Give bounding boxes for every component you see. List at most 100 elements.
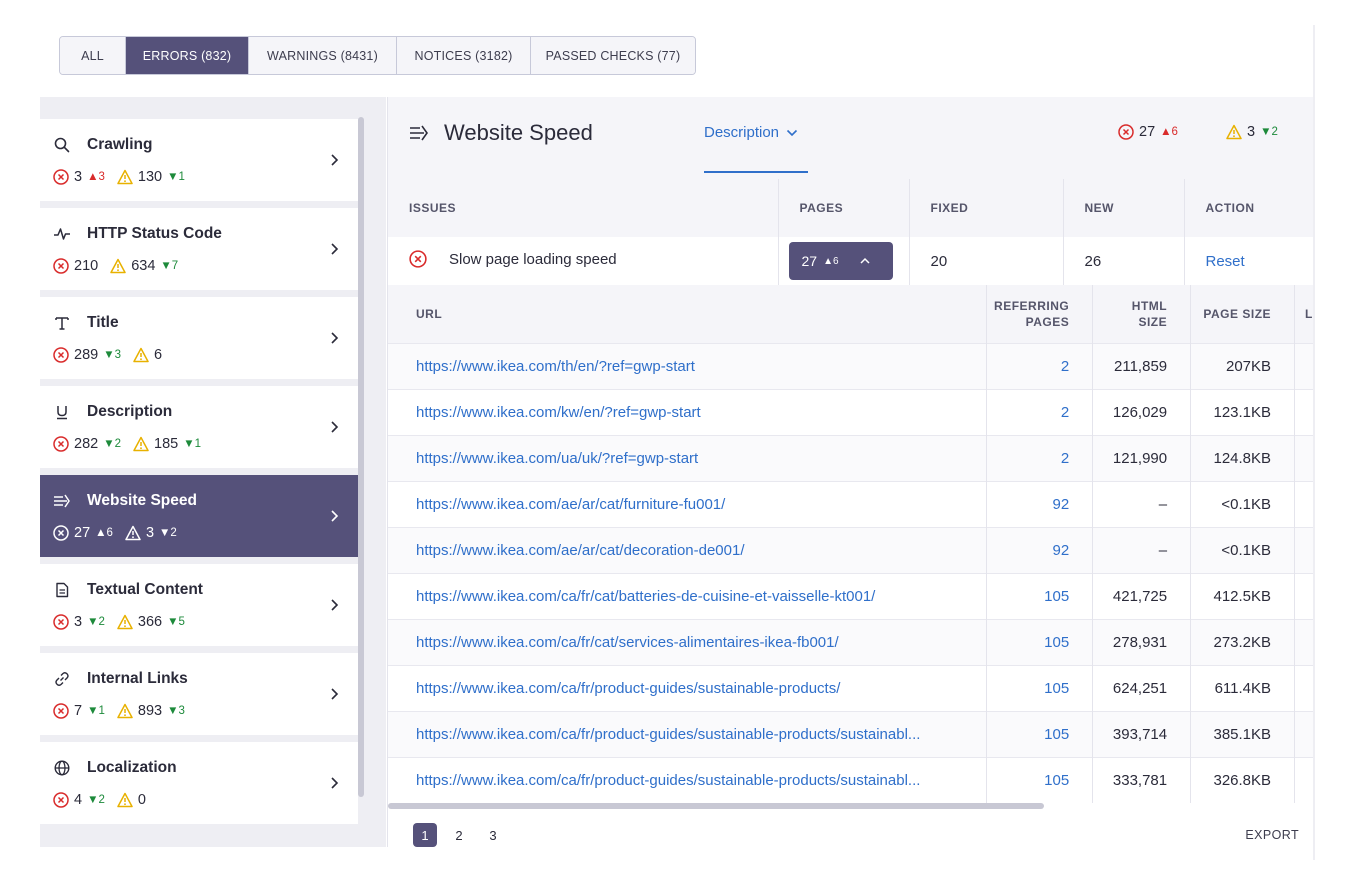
error-count: 7	[74, 703, 83, 719]
column-header-fixed: FIXED	[909, 179, 1064, 237]
url-link[interactable]: https://www.ikea.com/ae/ar/cat/furniture…	[388, 480, 988, 527]
column-header-referring-pages[interactable]: REFERRING PAGES	[986, 285, 1094, 343]
error-icon	[53, 525, 69, 541]
speed-icon	[410, 125, 428, 141]
horizontal-scrollbar[interactable]	[388, 803, 1044, 809]
table-row: Slow page loading speed 27 ▲6 20 26 Rese…	[388, 237, 1313, 285]
url-link[interactable]: https://www.ikea.com/ua/uk/?ref=gwp-star…	[388, 434, 988, 481]
referring-pages-link[interactable]: 105	[986, 572, 1094, 619]
export-button[interactable]: EXPORT	[1245, 828, 1299, 842]
truncated-cell	[1294, 434, 1313, 481]
sidebar-item-crawling[interactable]: Crawling 3 ▲3 130 ▼1	[40, 119, 358, 201]
url-link[interactable]: https://www.ikea.com/ca/fr/product-guide…	[388, 756, 988, 803]
referring-pages-link[interactable]: 2	[986, 388, 1094, 435]
pages-count: 27	[801, 253, 818, 269]
table-row: https://www.ikea.com/ca/fr/cat/services-…	[388, 618, 1313, 665]
description-underline	[704, 171, 808, 173]
page-edge-divider	[1313, 25, 1315, 860]
error-delta: ▲3	[87, 171, 105, 183]
url-link[interactable]: https://www.ikea.com/ca/fr/cat/batteries…	[388, 572, 988, 619]
column-header-pages: PAGES	[778, 179, 910, 237]
truncated-cell	[1294, 480, 1313, 527]
sidebar-item-textual-content[interactable]: Textual Content 3 ▼2 366 ▼5	[40, 564, 358, 646]
sidebar-item-website-speed[interactable]: Website Speed 27 ▲6 3 ▼2	[40, 475, 358, 557]
sidebar-item-label: Crawling	[87, 136, 153, 153]
error-count: 210	[74, 258, 99, 274]
error-count: 3	[74, 169, 83, 185]
sidebar-item-http-status-code[interactable]: HTTP Status Code 210 634 ▼7	[40, 208, 358, 290]
sidebar-item-internal-links[interactable]: Internal Links 7 ▼1 893 ▼3	[40, 653, 358, 735]
referring-pages-link[interactable]: 2	[986, 434, 1094, 481]
error-delta: ▼2	[103, 438, 121, 450]
warning-count: 366	[137, 614, 163, 630]
tab-passed-checks[interactable]: PASSED CHECKS (77)	[531, 37, 695, 74]
issue-name: Slow page loading speed	[449, 250, 617, 268]
description-toggle[interactable]: Description	[704, 124, 799, 141]
chevron-right-icon	[331, 332, 339, 344]
tab-warnings[interactable]: WARNINGS (8431)	[249, 37, 397, 74]
warning-delta: ▼2	[1260, 126, 1278, 138]
fixed-cell: 20	[909, 237, 1064, 285]
tab-all[interactable]: ALL	[60, 37, 126, 74]
error-icon	[53, 436, 69, 452]
url-link[interactable]: https://www.ikea.com/kw/en/?ref=gwp-star…	[388, 388, 988, 435]
new-cell: 26	[1063, 237, 1185, 285]
page-size-cell: 326.8KB	[1190, 756, 1296, 803]
warning-delta: ▼1	[183, 438, 201, 450]
table-row: https://www.ikea.com/ca/fr/cat/batteries…	[388, 572, 1313, 619]
referring-pages-link[interactable]: 92	[986, 480, 1094, 527]
error-icon	[53, 347, 69, 363]
panel-warning-stats: 3 ▼2	[1226, 124, 1278, 140]
warning-icon	[117, 614, 133, 630]
sidebar-item-title[interactable]: Title 289 ▼3 6	[40, 297, 358, 379]
referring-pages-link[interactable]: 105	[986, 710, 1094, 757]
table-row: https://www.ikea.com/ae/ar/cat/furniture…	[388, 480, 1313, 527]
html-size-cell: 333,781	[1092, 756, 1192, 803]
tab-notices[interactable]: NOTICES (3182)	[397, 37, 531, 74]
chevron-right-icon	[331, 243, 339, 255]
page-3-button[interactable]: 3	[489, 827, 497, 843]
truncated-cell	[1294, 342, 1313, 389]
page-size-cell: 273.2KB	[1190, 618, 1296, 665]
warning-count: 634	[131, 258, 156, 274]
error-delta: ▲6	[95, 527, 113, 539]
referring-pages-link[interactable]: 105	[986, 756, 1094, 803]
pages-toggle-button[interactable]: 27 ▲6	[788, 242, 893, 280]
issue-type-tabs: ALL ERRORS (832) WARNINGS (8431) NOTICES…	[59, 36, 696, 75]
page-2-button[interactable]: 2	[455, 827, 463, 843]
truncated-cell	[1294, 710, 1313, 757]
table-row: https://www.ikea.com/kw/en/?ref=gwp-star…	[388, 388, 1313, 435]
url-link[interactable]: https://www.ikea.com/th/en/?ref=gwp-star…	[388, 342, 988, 389]
warning-delta: ▼3	[167, 705, 185, 717]
warning-count: 3	[145, 525, 155, 541]
sidebar-item-description[interactable]: Description 282 ▼2 185 ▼1	[40, 386, 358, 468]
panel-header: Website Speed Description 27 ▲6 3 ▼2	[388, 97, 1313, 179]
column-header-html-size[interactable]: HTML SIZE	[1092, 285, 1192, 343]
page-size-cell: 385.1KB	[1190, 710, 1296, 757]
sidebar-item-label: Textual Content	[87, 581, 203, 598]
sidebar-item-localization[interactable]: Localization 4 ▼2 0	[40, 742, 358, 824]
html-size-cell: 421,725	[1092, 572, 1192, 619]
url-link[interactable]: https://www.ikea.com/ca/fr/cat/services-…	[388, 618, 988, 665]
column-header-page-size[interactable]: PAGE SIZE	[1190, 285, 1296, 343]
url-link[interactable]: https://www.ikea.com/ae/ar/cat/decoratio…	[388, 526, 988, 573]
chevron-right-icon	[331, 599, 339, 611]
url-link[interactable]: https://www.ikea.com/ca/fr/product-guide…	[388, 710, 988, 757]
error-count: 27	[1139, 124, 1156, 140]
referring-pages-link[interactable]: 105	[986, 664, 1094, 711]
url-link[interactable]: https://www.ikea.com/ca/fr/product-guide…	[388, 664, 988, 711]
referring-pages-link[interactable]: 2	[986, 342, 1094, 389]
sidebar-scrollbar[interactable]	[358, 117, 364, 797]
pages-cell: 27 ▲6	[778, 237, 910, 285]
error-delta: ▲6	[1160, 126, 1178, 138]
error-icon	[1118, 124, 1134, 140]
error-delta: ▼2	[87, 794, 105, 806]
pulse-icon	[53, 225, 71, 243]
page-size-cell: <0.1KB	[1190, 526, 1296, 573]
tab-errors[interactable]: ERRORS (832)	[126, 37, 249, 74]
page-1-button[interactable]: 1	[413, 823, 437, 847]
error-count: 4	[74, 792, 83, 808]
reset-link[interactable]: Reset	[1205, 252, 1245, 270]
referring-pages-link[interactable]: 92	[986, 526, 1094, 573]
referring-pages-link[interactable]: 105	[986, 618, 1094, 665]
